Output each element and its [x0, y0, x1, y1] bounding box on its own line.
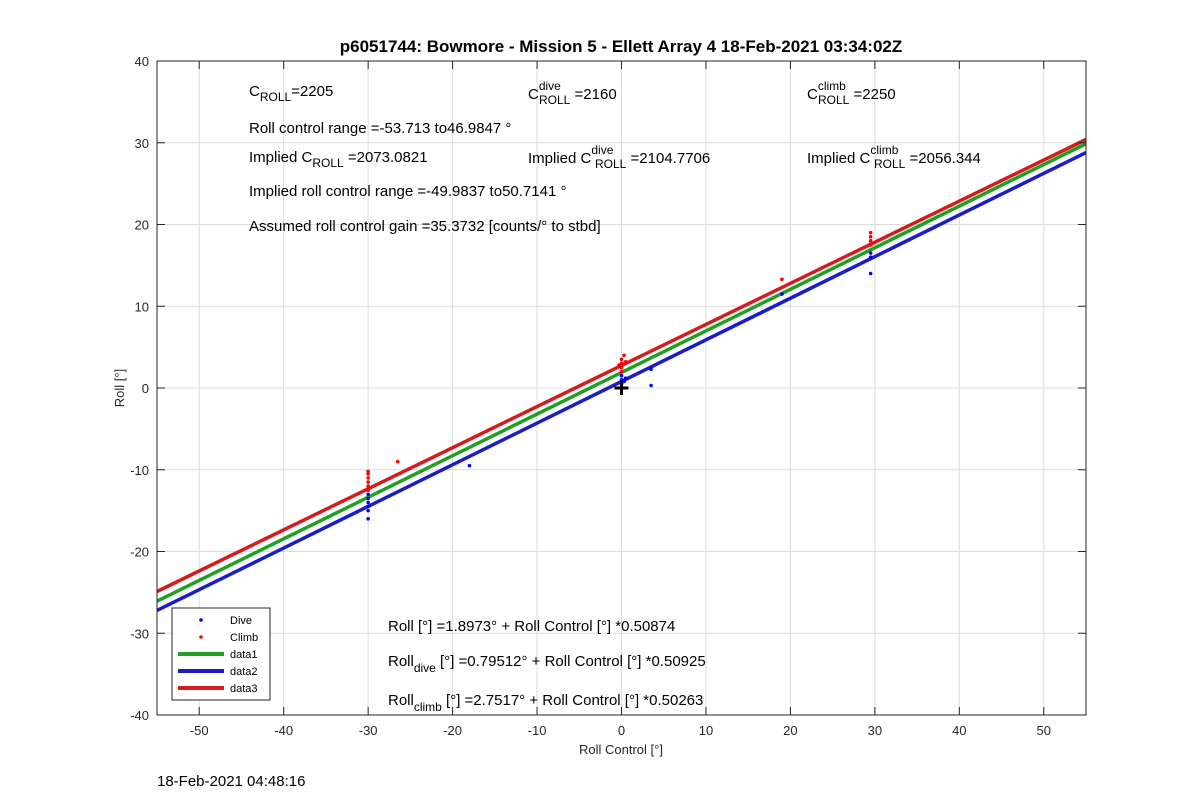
annotation-roll-range: Roll control range =-53.713 to46.9847 ° — [249, 120, 511, 137]
legend-swatch-climb — [199, 635, 203, 639]
x-tick-label: 40 — [952, 723, 966, 738]
climb-point — [617, 363, 621, 367]
annotation-c-roll: CROLL=2205 — [249, 83, 333, 104]
legend-label-data2: data2 — [230, 666, 258, 678]
climb-point — [868, 239, 873, 243]
legend-label-dive: Dive — [230, 615, 252, 627]
legend-label-data3: data3 — [230, 683, 258, 695]
y-tick-label: 30 — [135, 136, 149, 151]
legend-label-climb: Climb — [230, 632, 258, 644]
climb-point — [868, 243, 873, 247]
dive-point — [868, 255, 873, 259]
x-tick-label: -30 — [359, 723, 378, 738]
y-tick-label: -20 — [130, 545, 149, 560]
climb-point — [395, 459, 400, 464]
origin-marker — [614, 381, 629, 395]
annotation-fit-climb: Rollclimb [°] =2.7517° + Roll Control [°… — [388, 692, 703, 714]
annotation-implied-c-roll-dive: Implied Cdive ROLL =2104.7706 — [528, 143, 710, 171]
dive-point — [649, 383, 653, 388]
climb-point — [780, 277, 784, 282]
climb-point — [623, 360, 628, 364]
dive-point — [619, 373, 624, 378]
annotation-fit-all: Roll [°] =1.8973° + Roll Control [°] *0.… — [388, 618, 675, 635]
axis-ticks: -50 -40 -30 -20 -10 0 10 20 30 40 50 -40 -30 -20 -10 0 1… — [130, 54, 1086, 738]
dive-point — [366, 517, 370, 521]
annotation-fit-dive: Rolldive [°] =0.79512° + Roll Control [°… — [388, 653, 706, 675]
climb-point — [619, 369, 624, 374]
x-tick-label: -20 — [443, 723, 462, 738]
climb-point — [366, 484, 370, 488]
annotation-c-roll-dive: Cdive ROLL =2160 — [528, 79, 617, 107]
dive-point — [366, 496, 370, 501]
fit-line-data3 — [156, 137, 1087, 594]
dive-point — [366, 504, 370, 509]
annotation-implied-c-roll-climb: Implied Cclimb ROLL =2056.344 — [807, 143, 981, 171]
x-axis-label: Roll Control [°] — [579, 742, 663, 757]
dive-point — [366, 500, 370, 505]
x-tick-label: 50 — [1037, 723, 1051, 738]
annotation-gain: Assumed roll control gain =35.3732 [coun… — [249, 218, 601, 235]
y-tick-label: 0 — [142, 381, 149, 396]
dive-point — [780, 292, 784, 296]
x-tick-label: 0 — [618, 723, 625, 738]
y-tick-label: -30 — [130, 626, 149, 641]
chart-title: p6051744: Bowmore - Mission 5 - Ellett A… — [340, 37, 903, 56]
y-tick-label: 20 — [135, 218, 149, 233]
print-timestamp: 18-Feb-2021 04:48:16 — [157, 773, 306, 790]
annotation-implied-c-roll: Implied CROLL =2073.0821 — [249, 149, 428, 170]
climb-point — [619, 365, 624, 370]
dive-point — [366, 492, 370, 497]
climb-point — [622, 353, 626, 358]
dive-point — [366, 508, 370, 513]
annotation-implied-range: Implied roll control range =-49.9837 to5… — [249, 183, 566, 200]
dive-point — [649, 367, 653, 371]
y-tick-label: 10 — [135, 299, 149, 314]
x-tick-label: 10 — [699, 723, 713, 738]
climb-point — [868, 234, 873, 239]
y-tick-label: -40 — [130, 708, 149, 723]
x-tick-label: 30 — [868, 723, 882, 738]
y-tick-label: 40 — [135, 54, 149, 69]
climb-point — [366, 488, 370, 492]
dive-point — [622, 379, 626, 384]
x-tick-label: -40 — [274, 723, 293, 738]
annotation-c-roll-climb: Cclimb ROLL =2250 — [807, 79, 896, 107]
climb-point — [619, 357, 624, 362]
x-tick-label: -10 — [528, 723, 547, 738]
y-tick-label: -10 — [130, 463, 149, 478]
dive-point — [623, 376, 628, 380]
x-tick-label: 20 — [783, 723, 797, 738]
data-points — [366, 230, 873, 521]
dive-point — [467, 463, 472, 468]
legend-label-data1: data1 — [230, 649, 258, 661]
legend: Dive Climb data1 data2 data3 — [171, 607, 271, 701]
x-tick-label: -50 — [190, 723, 209, 738]
dive-point — [868, 251, 873, 255]
dive-point — [868, 271, 873, 276]
climb-point — [868, 230, 873, 235]
legend-swatch-dive — [199, 618, 203, 622]
y-axis-label: Roll [°] — [112, 369, 127, 407]
climb-point — [366, 476, 370, 480]
climb-point — [366, 472, 370, 476]
climb-point — [366, 480, 370, 484]
